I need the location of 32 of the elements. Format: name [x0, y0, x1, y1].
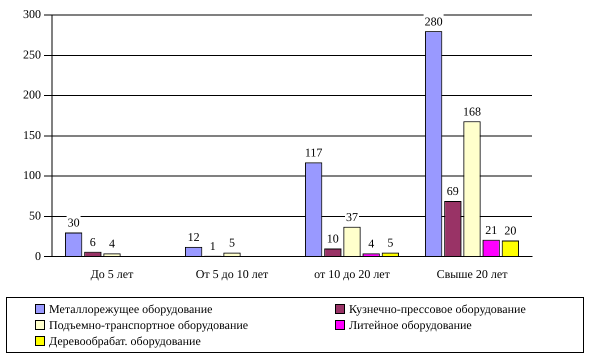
y-tick-label: 200 — [23, 88, 41, 102]
data-label: 4 — [109, 236, 115, 251]
x-tick-label: Свыше 20 лет — [436, 266, 508, 281]
legend-label: Кузнечно-прессовое оборудование — [349, 301, 526, 317]
data-label: 37 — [346, 210, 358, 224]
y-tick-label: 0 — [35, 248, 41, 263]
data-label: 168 — [463, 104, 481, 118]
y-tick-label: 300 — [23, 7, 41, 22]
data-label: 6 — [90, 234, 96, 249]
data-label: 5 — [229, 236, 235, 250]
legend-label: Металлорежущее оборудование — [49, 301, 212, 317]
data-label: 20 — [504, 224, 516, 238]
data-label: 10 — [326, 232, 339, 246]
legend-label: Деревообрабат. оборудование — [49, 333, 201, 349]
x-tick-label: До 5 лет — [90, 266, 134, 281]
legend-label: Подъемно-транспортное оборудование — [49, 317, 248, 333]
data-label: 117 — [304, 146, 322, 160]
data-label: 21 — [485, 222, 498, 237]
data-label: 12 — [188, 230, 200, 244]
y-tick-label: 150 — [23, 128, 41, 142]
data-label: 69 — [446, 184, 459, 198]
data-label: 280 — [424, 14, 443, 28]
y-tick-label: 50 — [29, 208, 41, 222]
data-label: 1 — [210, 238, 216, 253]
x-tick-label: От 5 до 10 лет — [196, 266, 270, 281]
x-tick-label: от 10 до 20 лет — [314, 266, 391, 281]
data-label: 5 — [387, 236, 394, 250]
y-tick-label: 100 — [23, 168, 41, 182]
legend-label: Литейное оборудование — [349, 317, 472, 333]
data-label: 4 — [368, 236, 374, 251]
y-tick-label: 250 — [23, 47, 41, 62]
data-label: 30 — [68, 216, 80, 230]
